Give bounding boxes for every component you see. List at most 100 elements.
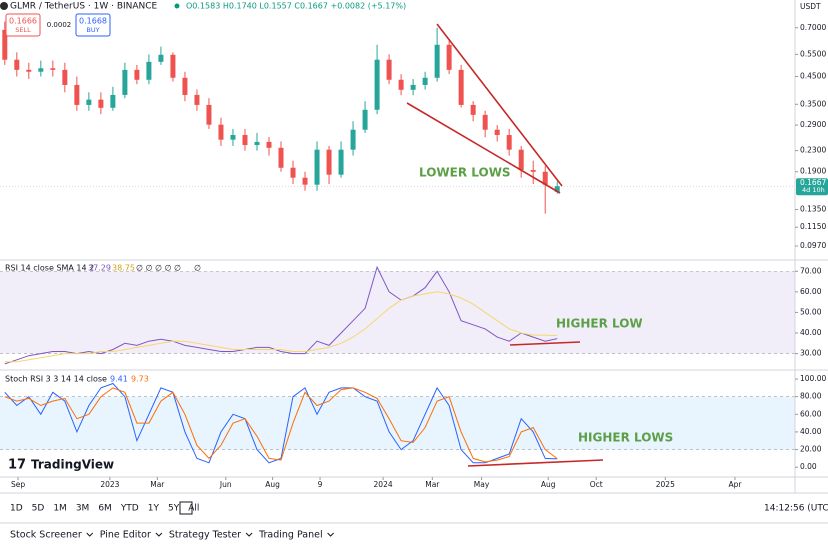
candle-body bbox=[134, 69, 140, 80]
indicator-line bbox=[4, 265, 558, 365]
rsi-title: RSI 14 close SMA 14 2 bbox=[5, 264, 94, 273]
status-dot bbox=[174, 3, 180, 9]
y-tick-label: 0.0970 bbox=[800, 241, 826, 250]
logo: TradingView bbox=[31, 458, 114, 472]
trend-line bbox=[467, 459, 604, 467]
rsi-sma-value: 38.75 bbox=[112, 264, 135, 273]
indicator-line bbox=[4, 382, 558, 464]
x-tick-label: Jun bbox=[219, 480, 232, 489]
rsi-extra: ∅ bbox=[194, 264, 201, 273]
range-button[interactable]: YTD bbox=[120, 504, 139, 514]
candle-body bbox=[38, 68, 44, 72]
candle-body bbox=[434, 44, 440, 78]
candle-body bbox=[482, 114, 488, 130]
buy-button[interactable] bbox=[75, 13, 111, 37]
y-tick-label: 0.2300 bbox=[800, 146, 826, 155]
sell-price: 0.1666 bbox=[9, 17, 37, 26]
currency[interactable]: USDT bbox=[800, 2, 821, 11]
candle-body bbox=[278, 147, 284, 168]
rsi-extra: ∅ ∅ ∅ ∅ ∅ bbox=[136, 264, 181, 273]
sell-button[interactable] bbox=[5, 13, 41, 37]
range-button[interactable]: 6M bbox=[98, 504, 112, 514]
candle-body bbox=[530, 170, 536, 172]
candle-body bbox=[410, 84, 416, 90]
candle-body bbox=[122, 69, 128, 95]
candle-body bbox=[26, 69, 32, 72]
x-tick-label: 2023 bbox=[100, 480, 119, 489]
candle-body bbox=[14, 59, 20, 70]
candle-body bbox=[398, 79, 404, 90]
trend-line bbox=[509, 341, 581, 346]
candle-body bbox=[230, 135, 236, 140]
candle-body bbox=[146, 61, 152, 80]
last-price-tag bbox=[796, 178, 828, 196]
buy-label: BUY bbox=[86, 26, 99, 34]
indicator-line bbox=[4, 387, 558, 463]
candle-body bbox=[2, 29, 8, 60]
y-tick-label: 40.00 bbox=[800, 427, 822, 436]
range-buttons: 1D 5D 1M 3M 6M YTD 1Y 5Y All bbox=[10, 504, 199, 514]
candle-body bbox=[326, 149, 332, 175]
y-tick-label: 0.5500 bbox=[800, 49, 826, 58]
annotation: HIGHER LOW bbox=[556, 317, 643, 331]
symbol-icon bbox=[0, 2, 8, 10]
x-tick-label: Aug bbox=[265, 480, 280, 489]
x-tick-label: Mar bbox=[425, 480, 440, 489]
y-tick-label: 0.2900 bbox=[800, 120, 826, 129]
y-tick-label: 50.00 bbox=[800, 307, 822, 316]
symbol[interactable]: GLMR / TetherUS · 1W · BINANCE bbox=[10, 2, 158, 12]
countdown-label: 4d 10h bbox=[802, 186, 825, 194]
ohlc: O0.1583 H0.1740 L0.1557 C0.1667 +0.0082 … bbox=[186, 2, 406, 11]
tab-chevron bbox=[155, 532, 163, 537]
range-button[interactable]: All bbox=[188, 504, 199, 514]
range-button[interactable]: 1Y bbox=[148, 504, 160, 514]
candle-body bbox=[86, 99, 92, 105]
plot: 0.7000 0.5500 0.4500 0.3500 0.2900 0.2300 0.19… bbox=[0, 21, 828, 489]
candle-body bbox=[506, 135, 512, 150]
candle-body bbox=[98, 99, 104, 108]
x-tick-label: Sep bbox=[11, 480, 25, 489]
tab[interactable]: Pine Editor bbox=[100, 530, 151, 541]
y-tick-label: 0.00 bbox=[800, 462, 817, 471]
y-tick-label: 0.7000 bbox=[800, 23, 826, 32]
candle-body bbox=[338, 149, 344, 175]
range-button[interactable]: 5D bbox=[32, 504, 45, 514]
range-button[interactable]: 3M bbox=[76, 504, 90, 514]
candle-body bbox=[350, 129, 356, 150]
candle-body bbox=[50, 68, 56, 70]
trend-line bbox=[436, 23, 563, 187]
candle-body bbox=[470, 104, 476, 115]
y-tick-label: 20.00 bbox=[800, 445, 822, 454]
indicator-line bbox=[4, 291, 558, 363]
y-tick-label: 30.00 bbox=[800, 349, 822, 358]
x-tick-label: 2024 bbox=[374, 480, 393, 489]
candle-body bbox=[386, 59, 392, 80]
tab[interactable]: Strategy Tester bbox=[169, 530, 241, 541]
date-range-icon[interactable] bbox=[179, 501, 193, 515]
candle-body bbox=[314, 149, 320, 185]
y-tick-label: 0.1900 bbox=[800, 167, 826, 176]
candle-body bbox=[422, 77, 428, 85]
annotation: HIGHER LOWS bbox=[578, 431, 673, 445]
band bbox=[0, 271, 795, 354]
tab[interactable]: Stock Screener bbox=[10, 530, 82, 541]
stoch-k-value: 9.41 bbox=[110, 375, 128, 384]
range-button[interactable]: 1M bbox=[53, 504, 67, 514]
tab[interactable]: Trading Panel bbox=[258, 530, 323, 541]
y-tick-label: 80.00 bbox=[800, 392, 822, 401]
range-button[interactable]: 1D bbox=[10, 504, 23, 514]
x-tick-label: Aug bbox=[541, 480, 556, 489]
candle-body bbox=[74, 84, 80, 105]
range-button[interactable]: 5Y bbox=[168, 504, 180, 514]
y-tick-label: 70.00 bbox=[800, 266, 822, 275]
sell-label: SELL bbox=[15, 26, 31, 34]
candle-body bbox=[218, 124, 224, 140]
band bbox=[0, 396, 795, 450]
tabs: Stock Screener Pine Editor Strategy Tester… bbox=[10, 530, 334, 541]
annotation: LOWER LOWS bbox=[419, 166, 511, 180]
tab-chevron bbox=[327, 532, 334, 537]
y-tick-label: 60.00 bbox=[800, 287, 822, 296]
y-tick-label: 100.00 bbox=[800, 374, 826, 383]
y-tick-label: 40.00 bbox=[800, 328, 822, 337]
